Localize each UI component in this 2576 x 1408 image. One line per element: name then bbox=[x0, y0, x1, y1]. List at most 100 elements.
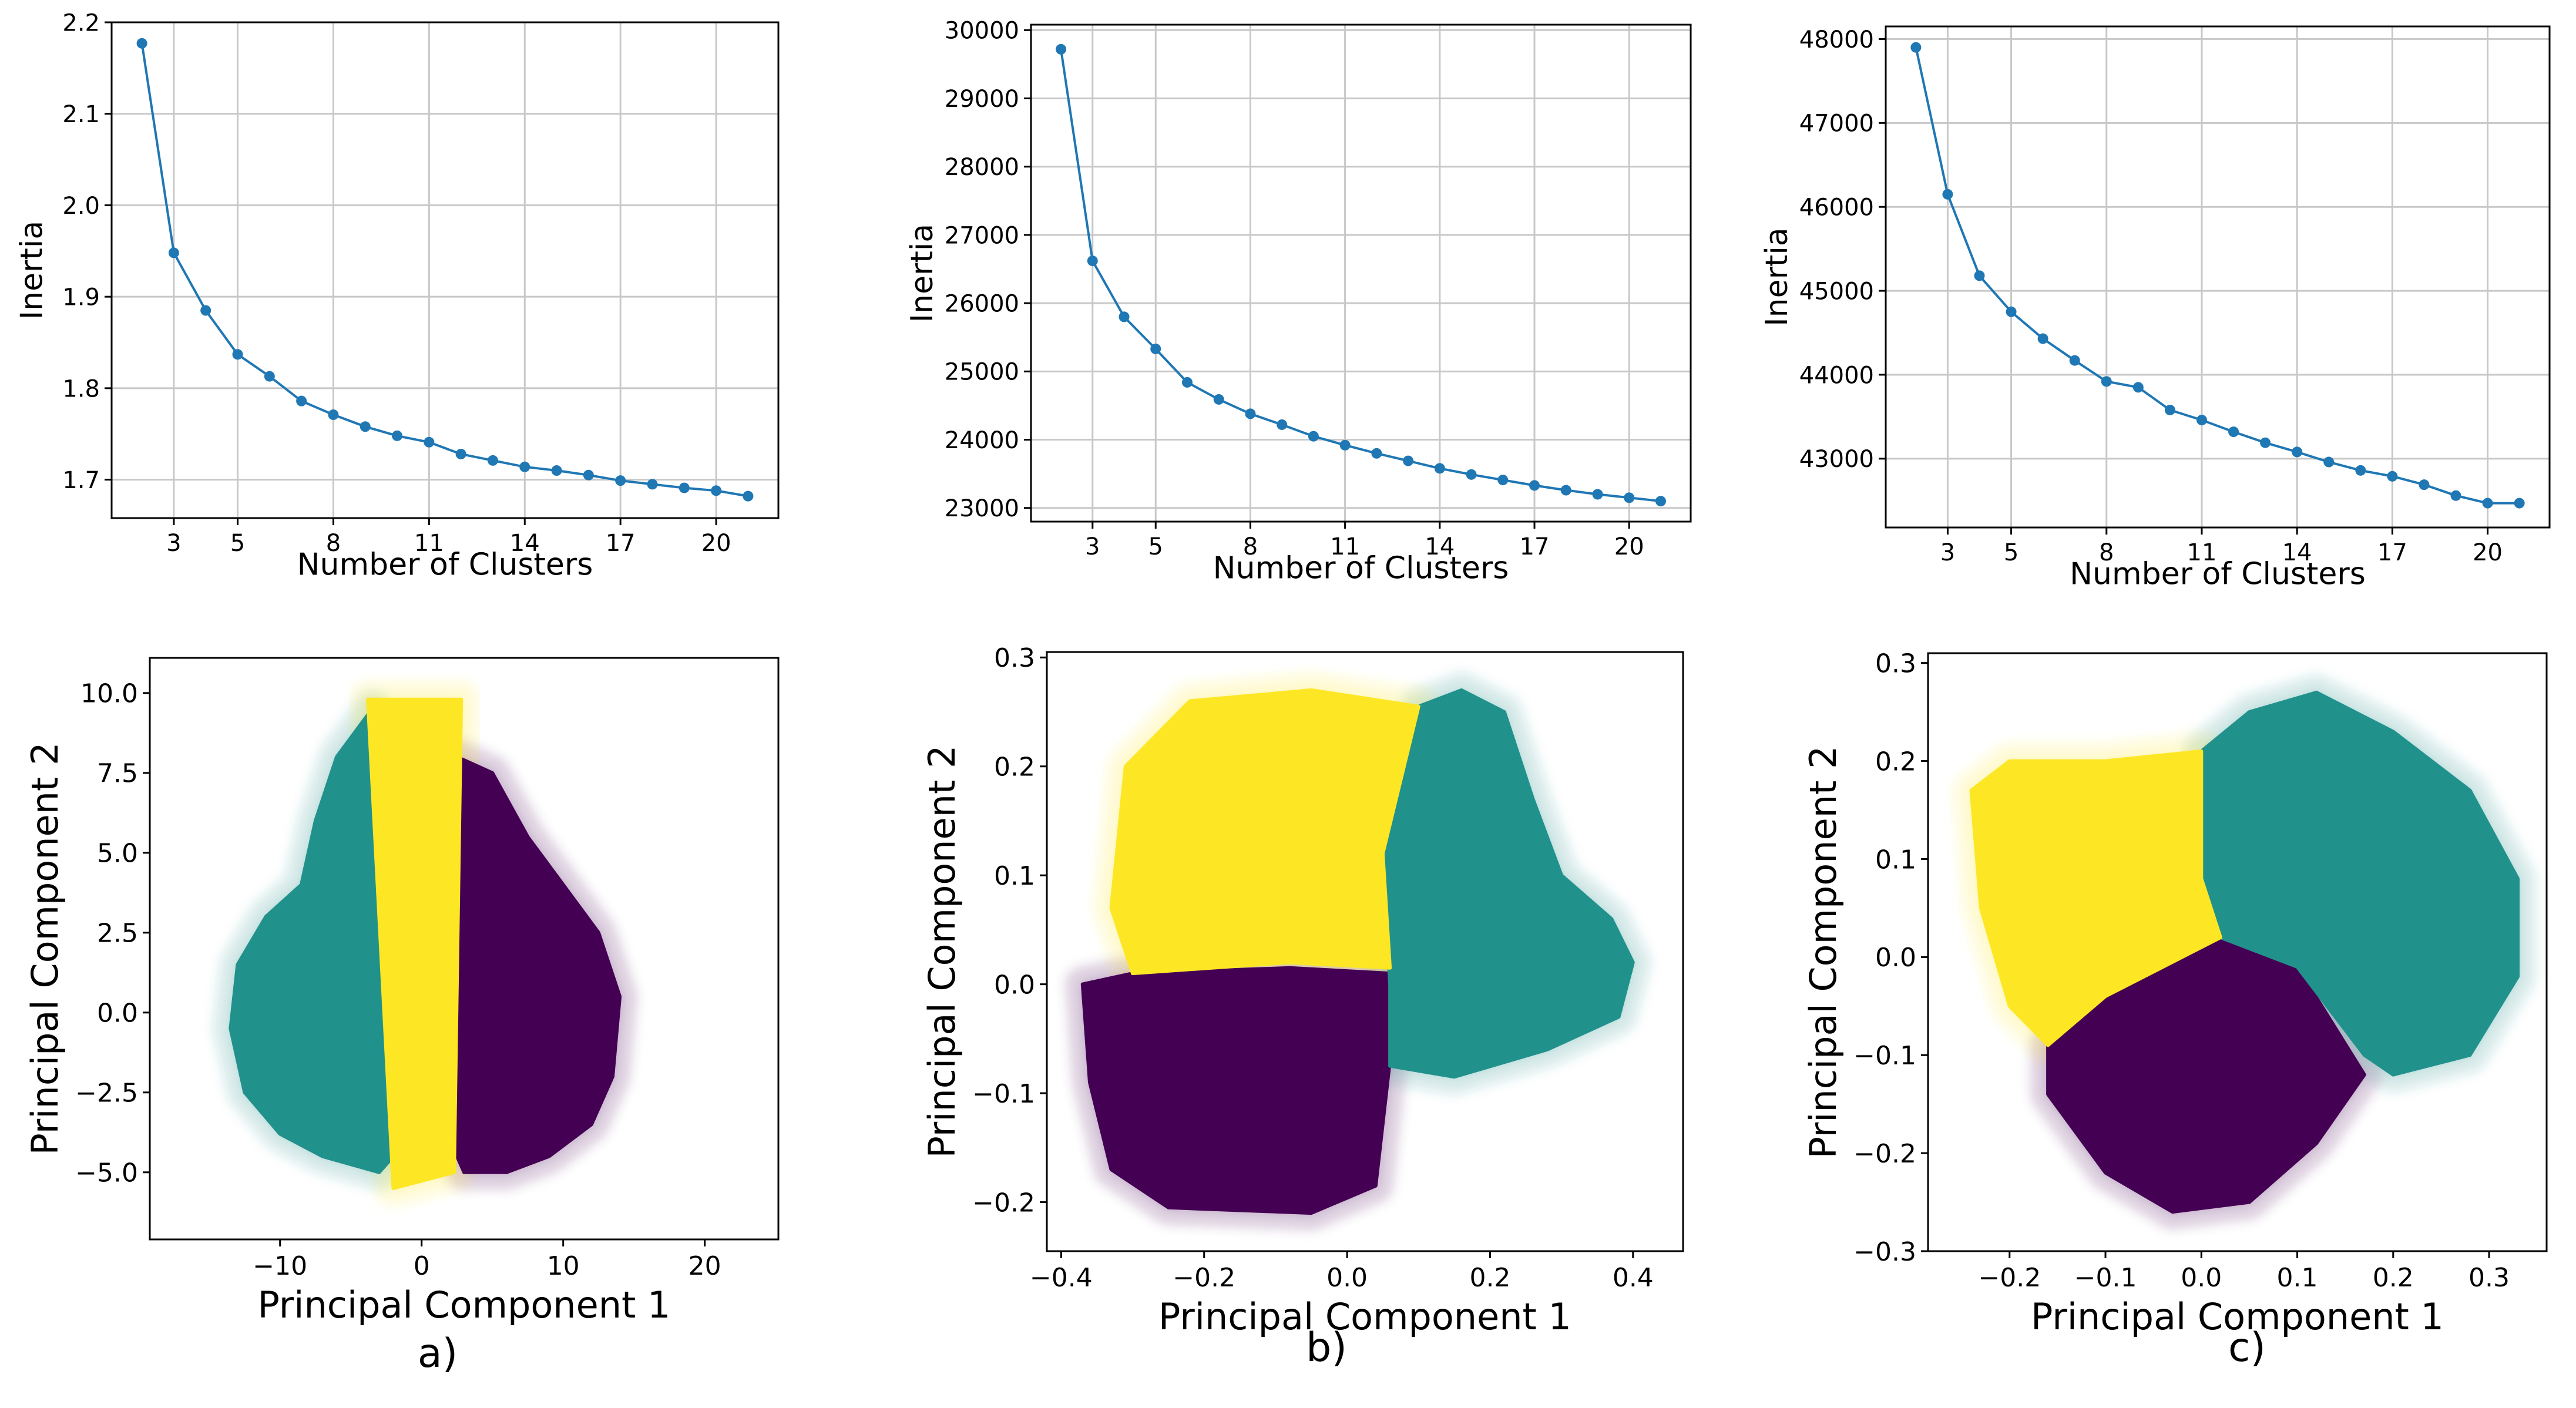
data-point bbox=[2228, 426, 2239, 438]
data-point bbox=[424, 436, 435, 448]
y-axis-label: Inertia bbox=[1759, 227, 1795, 326]
data-point bbox=[2323, 456, 2335, 468]
data-point bbox=[2260, 437, 2271, 448]
x-axis-label: Principal Component 1 bbox=[1158, 1295, 1571, 1338]
x-axis-label: Number of Clusters bbox=[297, 547, 593, 582]
data-point bbox=[1403, 455, 1414, 466]
data-point bbox=[1942, 189, 1953, 200]
data-point bbox=[2450, 490, 2461, 501]
y-tick-label: 2.5 bbox=[97, 919, 138, 949]
cluster-teal bbox=[229, 707, 395, 1174]
scatter-b: −0.4 −0.2 0.0 0.2 0.4 −0.2 −0.1 0.0 0.1 0.2 0.3 Pri… bbox=[921, 643, 1684, 1338]
y-tick-label: 25000 bbox=[945, 359, 1019, 386]
x-axis-label: Principal Component 1 bbox=[2031, 1295, 2444, 1338]
y-tick-label: 30000 bbox=[945, 18, 1019, 45]
y-tick-label: 48000 bbox=[1799, 26, 1874, 53]
axes-frame bbox=[1927, 652, 2548, 1252]
data-point bbox=[1910, 42, 1922, 53]
x-tick-label: 11 bbox=[2187, 539, 2217, 566]
cluster-teal bbox=[1381, 688, 1635, 1079]
y-tick-label: 23000 bbox=[945, 495, 1019, 522]
x-tick-label: 8 bbox=[2099, 539, 2114, 566]
y-tick-label: −0.3 bbox=[1853, 1237, 1916, 1267]
y-tick-label: 46000 bbox=[1799, 194, 1874, 221]
y-tick-label: 10.0 bbox=[80, 679, 138, 709]
y-axis-label: Principal Component 2 bbox=[23, 742, 66, 1155]
x-tick-label: 0.3 bbox=[2468, 1263, 2510, 1293]
cluster-purple bbox=[455, 755, 622, 1174]
data-point bbox=[647, 479, 658, 490]
y-tick-label: 2.0 bbox=[62, 193, 100, 220]
x-tick-label: 20 bbox=[2473, 539, 2503, 566]
axes-frame bbox=[1046, 651, 1684, 1252]
data-point bbox=[2006, 306, 2017, 317]
x-tick-label: 0.2 bbox=[1469, 1263, 1510, 1293]
data-point bbox=[1560, 485, 1571, 496]
y-tick-label: 45000 bbox=[1799, 278, 1874, 305]
y-tick-label: 44000 bbox=[1799, 362, 1874, 389]
data-point bbox=[1181, 377, 1193, 388]
x-axis-label: Principal Component 1 bbox=[257, 1283, 670, 1326]
y-axis-label: Principal Component 2 bbox=[1802, 745, 1845, 1158]
x-tick-label: 14 bbox=[1425, 533, 1455, 560]
data-point bbox=[2132, 382, 2144, 393]
data-point bbox=[2355, 465, 2366, 476]
scatter-layer bbox=[1064, 672, 1651, 1231]
y-tick-label: 2.2 bbox=[62, 9, 100, 36]
data-point bbox=[2292, 446, 2303, 458]
y-tick-label: −2.5 bbox=[75, 1078, 138, 1108]
x-tick-label: 14 bbox=[2282, 539, 2312, 566]
x-tick-label: 0.0 bbox=[1326, 1263, 1368, 1293]
x-tick-label: −0.2 bbox=[1173, 1263, 1235, 1293]
data-point bbox=[455, 448, 466, 459]
data-point bbox=[1245, 408, 1256, 419]
axes-frame bbox=[149, 657, 780, 1241]
y-axis-label: Principal Component 2 bbox=[921, 745, 963, 1158]
data-point bbox=[1497, 475, 1509, 486]
data-point bbox=[1213, 394, 1224, 405]
data-point bbox=[1529, 480, 1540, 491]
y-axis-label: Inertia bbox=[14, 221, 49, 320]
data-point bbox=[168, 247, 179, 258]
y-tick-label: 2.1 bbox=[62, 101, 100, 128]
data-point bbox=[583, 469, 594, 480]
data-point bbox=[2069, 355, 2080, 366]
data-point bbox=[392, 430, 403, 441]
elbow-a: 3 5 8 11 14 17 20 1.7 1.8 1.9 2.0 2.1 2.2 Number of C… bbox=[14, 9, 780, 582]
data-point bbox=[1087, 256, 1098, 267]
x-tick-label: 20 bbox=[701, 530, 731, 557]
data-point bbox=[328, 409, 339, 421]
y-tick-label: −0.1 bbox=[972, 1079, 1035, 1109]
data-point bbox=[2101, 376, 2112, 387]
y-tick-label: 43000 bbox=[1799, 446, 1874, 473]
x-tick-label: 17 bbox=[2377, 539, 2407, 566]
elbow-b: 3 5 8 11 14 17 20 23000 24000 25000 26000 27000 2800… bbox=[905, 18, 1692, 586]
x-tick-label: 0 bbox=[414, 1251, 430, 1281]
data-point bbox=[1974, 270, 1985, 281]
data-point bbox=[1655, 496, 1666, 507]
data-point bbox=[2037, 333, 2048, 344]
x-tick-label: 0.4 bbox=[1613, 1263, 1654, 1293]
y-tick-label: 27000 bbox=[945, 222, 1019, 249]
y-tick-label: 1.7 bbox=[62, 467, 100, 494]
x-tick-label: 10 bbox=[547, 1251, 580, 1281]
data-point bbox=[551, 465, 562, 476]
x-tick-label: 0.1 bbox=[2277, 1263, 2318, 1293]
data-point bbox=[679, 482, 690, 493]
data-point bbox=[1056, 43, 1067, 55]
x-tick-label: 0.0 bbox=[2181, 1263, 2222, 1293]
data-point bbox=[360, 421, 371, 432]
series-line bbox=[1915, 47, 2520, 505]
data-point bbox=[711, 485, 722, 496]
panel-label-c: c) bbox=[2228, 1325, 2266, 1371]
y-tick-label: 26000 bbox=[945, 291, 1019, 318]
x-tick-label: −10 bbox=[253, 1251, 307, 1281]
data-point bbox=[1434, 463, 1445, 474]
y-axis-label: Inertia bbox=[905, 224, 940, 322]
series-line bbox=[140, 43, 748, 498]
scatter-a: −10 0 10 20 −5.0 −2.5 0.0 2.5 5.0 7.5 10.0 Principa… bbox=[23, 657, 780, 1326]
x-tick-label: 3 bbox=[166, 530, 181, 557]
y-tick-label: 1.8 bbox=[62, 375, 100, 402]
x-tick-label: 5 bbox=[1148, 533, 1163, 560]
y-tick-label: 24000 bbox=[945, 427, 1019, 454]
